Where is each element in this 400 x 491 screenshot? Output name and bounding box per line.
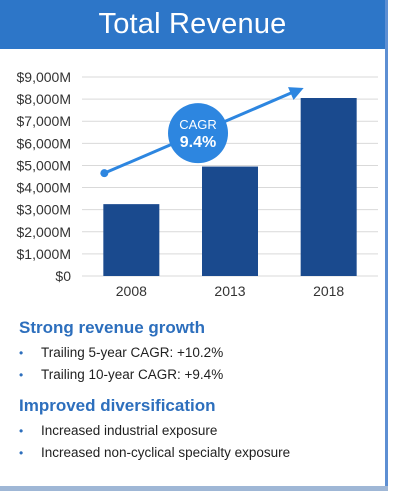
x-tick-label: 2008 bbox=[116, 283, 147, 299]
cagr-bubble bbox=[168, 103, 229, 164]
revenue-card: Total Revenue $0 $1,000M $2,000M $3,000M $4,… bbox=[0, 0, 388, 491]
y-tick-label: $2,000M bbox=[17, 224, 71, 240]
card-header: Total Revenue bbox=[0, 0, 385, 49]
bar bbox=[103, 204, 160, 276]
y-tick-label: $6,000M bbox=[17, 135, 71, 151]
list-item: • Increased non-cyclical specialty expos… bbox=[19, 442, 290, 464]
bullet-text: Trailing 5-year CAGR: +10.2% bbox=[41, 345, 224, 360]
growth-heading: Strong revenue growth bbox=[19, 318, 206, 337]
bullet-icon: • bbox=[19, 346, 24, 360]
x-tick-label: 2013 bbox=[214, 283, 245, 299]
y-tick-label: $8,000M bbox=[17, 91, 71, 107]
y-tick-label: $0 bbox=[55, 268, 71, 284]
diversification-section: Improved diversification • Increased ind… bbox=[19, 396, 290, 464]
list-item: • Trailing 10-year CAGR: +9.4% bbox=[19, 364, 223, 386]
cagr-value: 9.4% bbox=[180, 134, 216, 151]
bullet-icon: • bbox=[19, 424, 24, 438]
x-tick-label: 2018 bbox=[313, 283, 344, 299]
bar bbox=[202, 166, 258, 276]
bar bbox=[300, 98, 357, 276]
revenue-chart: $0 $1,000M $2,000M $3,000M $4,000M $5,000M $6,… bbox=[0, 58, 388, 308]
y-tick-label: $4,000M bbox=[17, 180, 71, 196]
y-tick-label: $3,000M bbox=[17, 202, 71, 218]
bullet-icon: • bbox=[19, 446, 24, 460]
bullet-icon: • bbox=[19, 368, 24, 382]
trend-arrow-head bbox=[288, 87, 304, 100]
bullet-text: Trailing 10-year CAGR: +9.4% bbox=[41, 367, 224, 382]
growth-section: Strong revenue growth • Trailing 5-year … bbox=[19, 318, 223, 386]
list-item: • Increased industrial exposure bbox=[19, 420, 290, 442]
y-tick-label: $7,000M bbox=[17, 113, 71, 129]
y-tick-label: $1,000M bbox=[17, 246, 71, 262]
bar-chart-svg: $0 $1,000M $2,000M $3,000M $4,000M $5,000M $6,… bbox=[17, 69, 378, 299]
page-title: Total Revenue bbox=[98, 8, 287, 40]
cagr-label: CAGR bbox=[179, 117, 217, 132]
trend-arrow-start bbox=[100, 169, 109, 178]
diversification-heading: Improved diversification bbox=[19, 396, 216, 415]
y-tick-label: $9,000M bbox=[17, 69, 71, 85]
diversification-bullet-list: • Increased industrial exposure • Increa… bbox=[19, 420, 290, 464]
bullet-text: Increased industrial exposure bbox=[41, 423, 218, 438]
bottom-divider bbox=[0, 486, 388, 491]
y-tick-label: $5,000M bbox=[17, 157, 71, 173]
growth-bullet-list: • Trailing 5-year CAGR: +10.2% • Trailin… bbox=[19, 342, 223, 386]
list-item: • Trailing 5-year CAGR: +10.2% bbox=[19, 342, 223, 364]
bullet-text: Increased non-cyclical specialty exposur… bbox=[41, 445, 291, 460]
